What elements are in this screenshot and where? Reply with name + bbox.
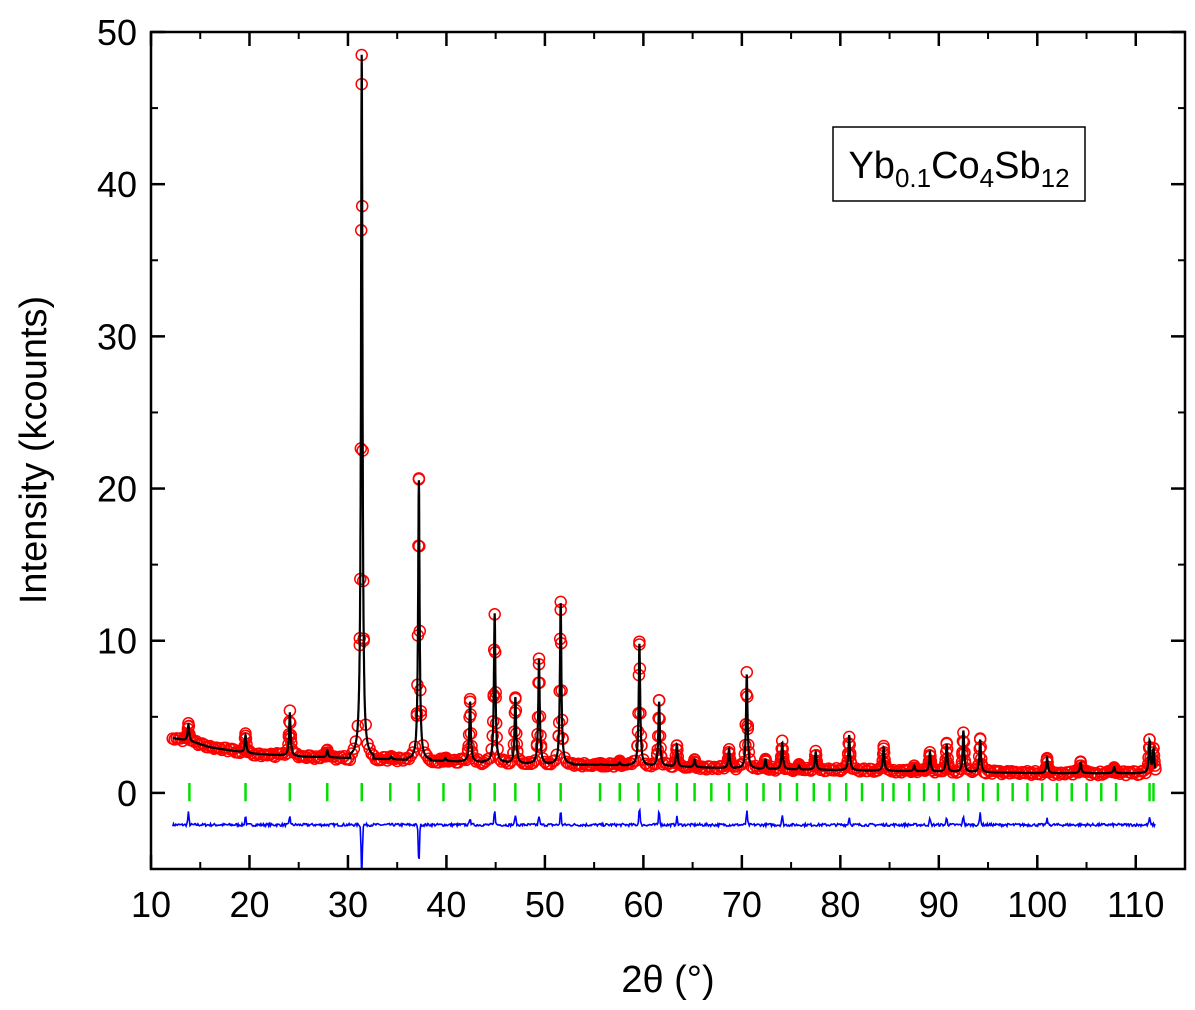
x-tick-label: 110	[1107, 884, 1164, 925]
legend-symbol: Sb	[994, 145, 1040, 187]
observed-point	[418, 746, 432, 759]
observed-point	[347, 742, 361, 756]
tick-labels: 10 20 30 40 50 60 70 80 90 100 110 0 10 20 30 40 50	[97, 12, 1165, 925]
legend-box: Yb0.1Co4Sb12	[832, 126, 1086, 202]
y-tick-label: 0	[117, 773, 137, 814]
y-tick-label: 40	[97, 164, 137, 205]
observed-point	[406, 746, 420, 759]
observed-point	[550, 748, 563, 762]
calculated-layer	[172, 54, 1157, 775]
legend-subscript: 4	[980, 163, 994, 193]
legend-frame	[832, 126, 1086, 202]
calculated-profile	[172, 54, 1157, 775]
observed-point	[1025, 768, 1038, 781]
bragg-markers	[188, 783, 1155, 802]
observed-point	[1133, 767, 1146, 781]
legend-subscript: 12	[1041, 163, 1070, 193]
plot-frame	[149, 30, 1187, 871]
observed-point	[1076, 764, 1089, 778]
difference-curve	[171, 807, 1156, 869]
difference-layer	[171, 807, 1156, 869]
legend-label: Yb0.1Co4Sb12	[848, 145, 1069, 193]
y-axis-title: Intensity (kcounts)	[13, 296, 55, 604]
x-tick-label: 20	[229, 884, 269, 925]
x-tick-label: 50	[525, 884, 565, 925]
observed-point	[483, 752, 497, 765]
x-tick-label: 30	[328, 884, 368, 925]
observed-point	[745, 760, 758, 773]
observed-point	[322, 748, 336, 762]
observed-point	[497, 753, 510, 766]
x-tick-label: 80	[820, 884, 860, 925]
observed-point	[1001, 765, 1014, 778]
x-tick-label: 70	[722, 884, 762, 925]
x-tick-label: 60	[623, 884, 663, 925]
x-tick-label: 40	[426, 884, 466, 925]
x-tick-label: 100	[1007, 884, 1067, 925]
legend-symbol: Yb	[848, 145, 894, 187]
y-tick-label: 10	[97, 621, 137, 662]
x-tick-label: 10	[131, 884, 171, 925]
observed-point	[544, 757, 558, 771]
x-tick-label: 90	[919, 884, 959, 925]
y-tick-label: 30	[97, 316, 137, 357]
y-tick-label: 20	[97, 469, 137, 510]
observed-point	[520, 757, 534, 771]
legend-symbol: Co	[931, 145, 980, 187]
legend-subscript: 0.1	[895, 163, 931, 193]
x-axis-title: 2θ (°)	[621, 959, 714, 1001]
plot-area	[166, 48, 1162, 869]
y-tick-label: 50	[97, 12, 137, 53]
